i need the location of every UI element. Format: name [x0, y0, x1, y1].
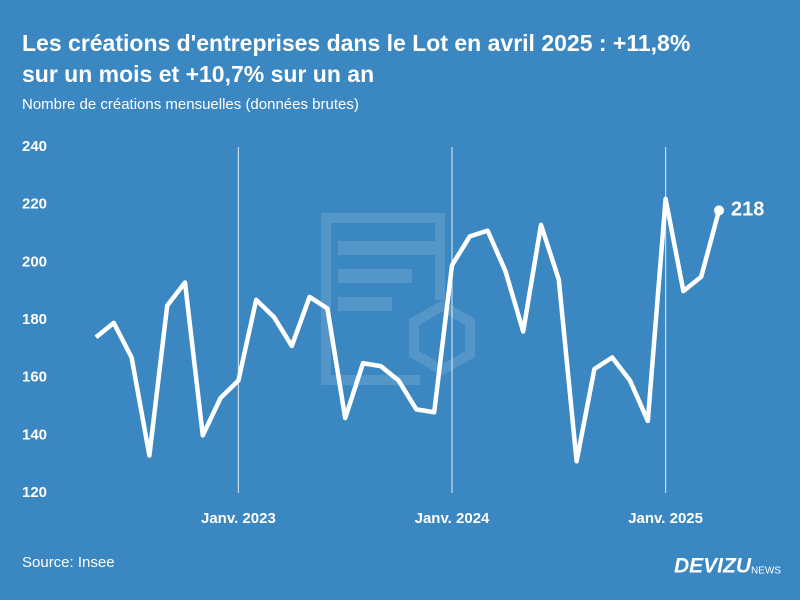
end-point: [714, 205, 724, 216]
source: Source: Insee: [22, 554, 115, 571]
x-tick-label: Janv. 2025: [628, 510, 703, 527]
y-tick-label: 240: [22, 138, 47, 155]
y-tick-label: 160: [22, 369, 47, 386]
brand: DEVIZU: [674, 555, 752, 578]
subtitle: Nombre de créations mensuelles (données …: [22, 96, 359, 113]
y-tick-label: 220: [22, 196, 47, 213]
y-tick-label: 200: [22, 253, 47, 270]
y-tick-label: 140: [22, 426, 47, 443]
chart-title: Les créations d'entreprises dans le Lot …: [22, 30, 690, 87]
line: [94, 196, 722, 464]
y-tick-label: 120: [22, 484, 47, 501]
x-tick-label: Janv. 2024: [415, 510, 490, 527]
x-tick-label: Janv. 2023: [201, 510, 276, 527]
y-tick-label: 180: [22, 311, 47, 328]
brand-suffix: NEWS: [751, 566, 781, 577]
data-label: 218: [731, 199, 764, 221]
